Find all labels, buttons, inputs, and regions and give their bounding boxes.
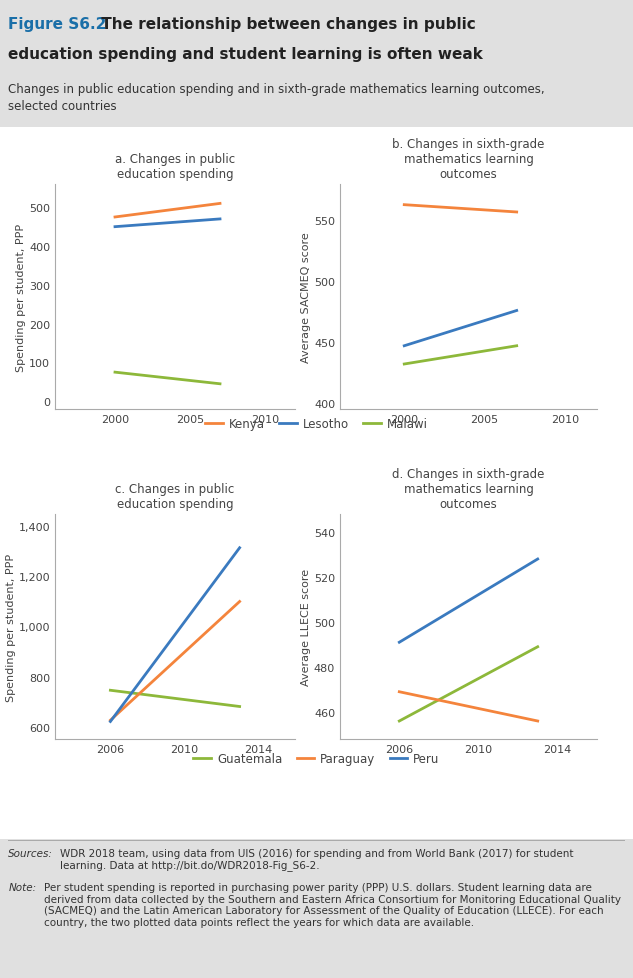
- Text: The relationship between changes in public: The relationship between changes in publ…: [96, 17, 475, 31]
- Y-axis label: Average SACMEQ score: Average SACMEQ score: [301, 232, 311, 363]
- Text: Per student spending is reported in purchasing power parity (PPP) U.S. dollars. : Per student spending is reported in purc…: [44, 882, 621, 927]
- Text: WDR 2018 team, using data from UIS (2016) for spending and from World Bank (2017: WDR 2018 team, using data from UIS (2016…: [60, 848, 573, 870]
- Title: d. Changes in sixth-grade
mathematics learning
outcomes: d. Changes in sixth-grade mathematics le…: [392, 467, 544, 511]
- Title: c. Changes in public
education spending: c. Changes in public education spending: [115, 482, 235, 511]
- Text: Figure S6.2: Figure S6.2: [8, 17, 106, 31]
- Title: b. Changes in sixth-grade
mathematics learning
outcomes: b. Changes in sixth-grade mathematics le…: [392, 138, 544, 181]
- Y-axis label: Spending per student, PPP: Spending per student, PPP: [16, 223, 26, 372]
- Text: education spending and student learning is often weak: education spending and student learning …: [8, 47, 483, 62]
- Legend: Guatemala, Paraguay, Peru: Guatemala, Paraguay, Peru: [194, 753, 439, 766]
- Y-axis label: Average LLECE score: Average LLECE score: [301, 568, 311, 686]
- Legend: Kenya, Lesotho, Malawi: Kenya, Lesotho, Malawi: [205, 418, 428, 431]
- Title: a. Changes in public
education spending: a. Changes in public education spending: [115, 153, 235, 181]
- Text: Note:: Note:: [8, 882, 36, 892]
- Text: Sources:: Sources:: [8, 848, 53, 858]
- Text: Changes in public education spending and in sixth-grade mathematics learning out: Changes in public education spending and…: [8, 83, 545, 96]
- Text: selected countries: selected countries: [8, 100, 117, 112]
- Y-axis label: Spending per student, PPP: Spending per student, PPP: [6, 553, 16, 701]
